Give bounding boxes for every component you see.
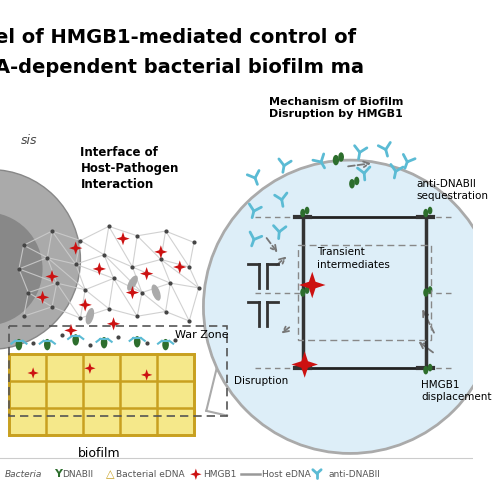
Ellipse shape xyxy=(354,176,360,185)
Text: Bacterial eDNA: Bacterial eDNA xyxy=(116,470,185,478)
Ellipse shape xyxy=(423,366,428,374)
Polygon shape xyxy=(154,246,168,258)
Ellipse shape xyxy=(16,339,22,350)
Ellipse shape xyxy=(86,308,94,324)
Polygon shape xyxy=(292,351,318,378)
Polygon shape xyxy=(107,317,120,330)
Polygon shape xyxy=(69,242,82,254)
Bar xyxy=(298,246,430,340)
Text: △: △ xyxy=(106,469,114,479)
Text: War Zone: War Zone xyxy=(175,330,229,340)
Text: HMGB1: HMGB1 xyxy=(204,470,237,478)
Ellipse shape xyxy=(72,334,79,345)
Polygon shape xyxy=(36,290,49,304)
Ellipse shape xyxy=(300,288,306,297)
Text: Y: Y xyxy=(54,469,62,479)
Ellipse shape xyxy=(300,209,306,218)
Text: el of HMGB1-mediated control of: el of HMGB1-mediated control of xyxy=(0,28,356,46)
Text: anti-DNABII
sequestration: anti-DNABII sequestration xyxy=(416,179,488,202)
Circle shape xyxy=(0,212,42,326)
Text: Mechanism of Biofilm
Disruption by HMGB1: Mechanism of Biofilm Disruption by HMGB1 xyxy=(268,96,403,119)
Ellipse shape xyxy=(428,206,432,214)
Polygon shape xyxy=(28,368,39,378)
Polygon shape xyxy=(64,324,78,337)
Text: A-dependent bacterial biofilm ma: A-dependent bacterial biofilm ma xyxy=(0,58,364,77)
Text: Bacteria: Bacteria xyxy=(4,470,42,478)
Text: anti-DNABII: anti-DNABII xyxy=(328,470,380,478)
Ellipse shape xyxy=(423,288,428,297)
Polygon shape xyxy=(141,369,152,380)
Ellipse shape xyxy=(44,339,51,350)
FancyBboxPatch shape xyxy=(10,354,194,434)
Polygon shape xyxy=(78,298,92,312)
Circle shape xyxy=(204,160,497,454)
Ellipse shape xyxy=(162,339,169,350)
Polygon shape xyxy=(92,262,106,276)
Text: sis: sis xyxy=(21,134,38,147)
Polygon shape xyxy=(46,270,59,283)
Ellipse shape xyxy=(127,276,138,290)
Bar xyxy=(10,326,227,416)
Ellipse shape xyxy=(428,286,432,294)
Text: Transient
intermediates: Transient intermediates xyxy=(317,247,390,270)
Text: DNABII: DNABII xyxy=(62,470,94,478)
Circle shape xyxy=(0,170,80,350)
Polygon shape xyxy=(116,232,130,245)
Ellipse shape xyxy=(101,337,107,348)
Text: Interface of
Host-Pathogen
Interaction: Interface of Host-Pathogen Interaction xyxy=(80,146,179,191)
Ellipse shape xyxy=(134,336,140,347)
Polygon shape xyxy=(140,267,153,280)
Text: HMGB1
displacement: HMGB1 displacement xyxy=(421,380,492,402)
Polygon shape xyxy=(126,286,139,299)
Ellipse shape xyxy=(349,179,355,188)
Polygon shape xyxy=(84,362,96,374)
Ellipse shape xyxy=(333,155,339,166)
Ellipse shape xyxy=(304,286,310,294)
Ellipse shape xyxy=(152,284,160,300)
Polygon shape xyxy=(173,260,186,274)
Ellipse shape xyxy=(338,152,344,162)
Ellipse shape xyxy=(304,206,310,214)
Polygon shape xyxy=(299,272,326,298)
Text: biofilm: biofilm xyxy=(78,447,120,460)
Ellipse shape xyxy=(428,364,432,372)
Polygon shape xyxy=(190,468,202,480)
Text: Disruption: Disruption xyxy=(234,376,288,386)
Ellipse shape xyxy=(423,209,428,218)
Text: Host eDNA: Host eDNA xyxy=(262,470,311,478)
